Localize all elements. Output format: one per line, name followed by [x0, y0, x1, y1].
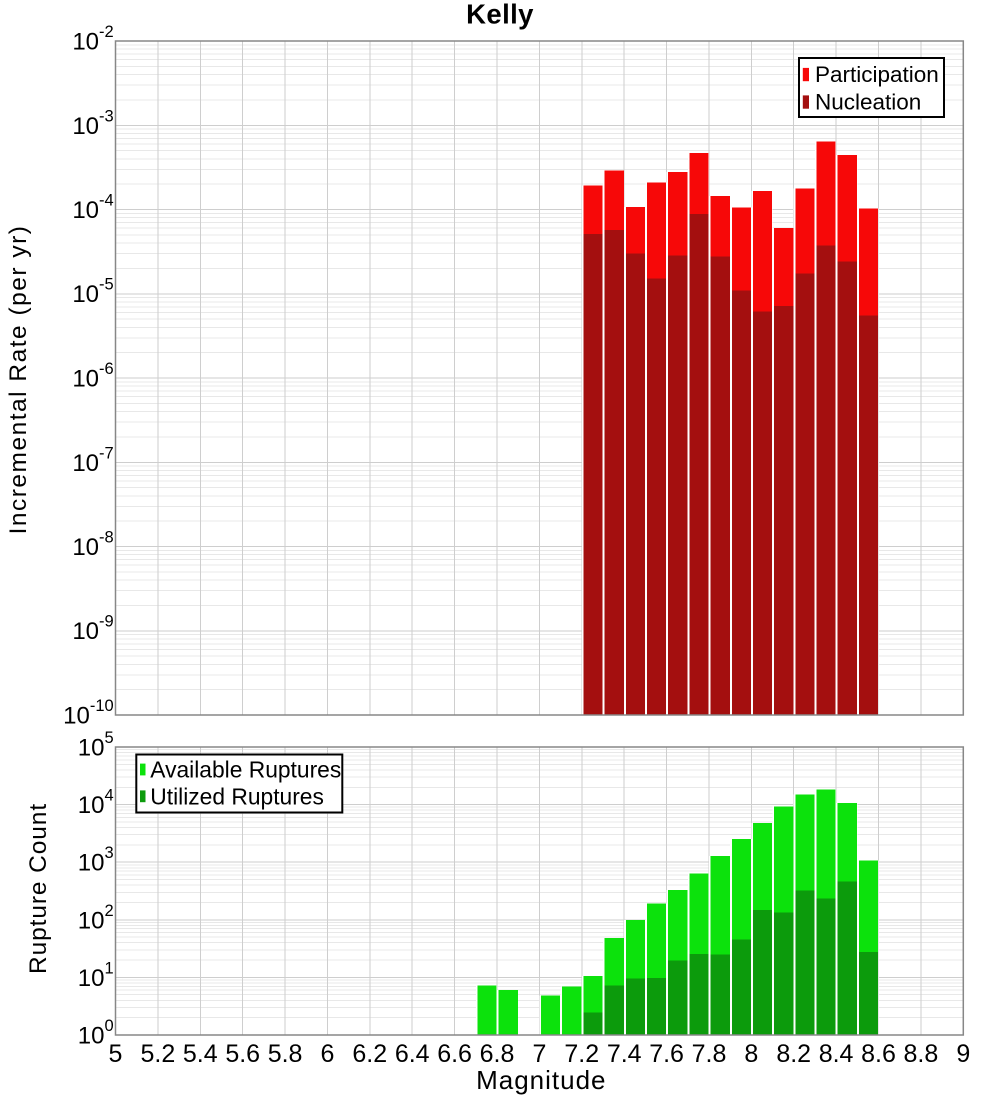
svg-text:8.4: 8.4 [819, 1040, 854, 1068]
svg-text:Kelly: Kelly [466, 0, 534, 30]
svg-text:10-10: 10-10 [63, 697, 114, 730]
svg-text:6.2: 6.2 [352, 1040, 387, 1068]
svg-text:6.6: 6.6 [437, 1040, 472, 1068]
svg-text:105: 105 [78, 729, 114, 762]
svg-text:7.8: 7.8 [692, 1040, 727, 1068]
svg-text:8.2: 8.2 [776, 1040, 811, 1068]
svg-text:10-4: 10-4 [72, 192, 113, 225]
svg-text:100: 100 [78, 1017, 114, 1050]
svg-text:10-5: 10-5 [72, 276, 113, 309]
svg-text:Available Ruptures: Available Ruptures [150, 757, 341, 783]
svg-text:103: 103 [78, 844, 114, 877]
svg-text:5: 5 [109, 1040, 123, 1068]
svg-text:8.8: 8.8 [904, 1040, 939, 1068]
svg-text:10-2: 10-2 [72, 23, 113, 56]
svg-text:5.6: 5.6 [225, 1040, 260, 1068]
svg-text:8.6: 8.6 [861, 1040, 896, 1068]
svg-text:6: 6 [320, 1040, 334, 1068]
svg-text:7: 7 [532, 1040, 546, 1068]
svg-text:Utilized Ruptures: Utilized Ruptures [150, 783, 324, 809]
svg-text:101: 101 [78, 959, 114, 992]
svg-text:Magnitude: Magnitude [476, 1065, 606, 1095]
svg-text:6.4: 6.4 [395, 1040, 430, 1068]
svg-text:10-8: 10-8 [72, 529, 113, 562]
svg-text:102: 102 [78, 902, 114, 935]
svg-text:104: 104 [78, 787, 114, 820]
svg-text:9: 9 [956, 1040, 970, 1068]
svg-text:5.2: 5.2 [141, 1040, 176, 1068]
svg-text:10-9: 10-9 [72, 613, 113, 646]
svg-text:8: 8 [744, 1040, 758, 1068]
svg-text:7.4: 7.4 [607, 1040, 642, 1068]
svg-text:10-6: 10-6 [72, 360, 113, 393]
svg-text:7.6: 7.6 [649, 1040, 684, 1068]
svg-text:Participation: Participation [815, 62, 939, 87]
svg-text:Rupture Count: Rupture Count [25, 803, 52, 974]
svg-text:Incremental Rate (per yr): Incremental Rate (per yr) [5, 225, 32, 535]
svg-text:5.8: 5.8 [268, 1040, 303, 1068]
svg-text:6.8: 6.8 [480, 1040, 515, 1068]
svg-text:5.4: 5.4 [183, 1040, 218, 1068]
svg-text:10-7: 10-7 [72, 444, 113, 477]
svg-text:7.2: 7.2 [564, 1040, 599, 1068]
svg-text:Nucleation: Nucleation [815, 90, 921, 115]
svg-text:10-3: 10-3 [72, 107, 113, 140]
